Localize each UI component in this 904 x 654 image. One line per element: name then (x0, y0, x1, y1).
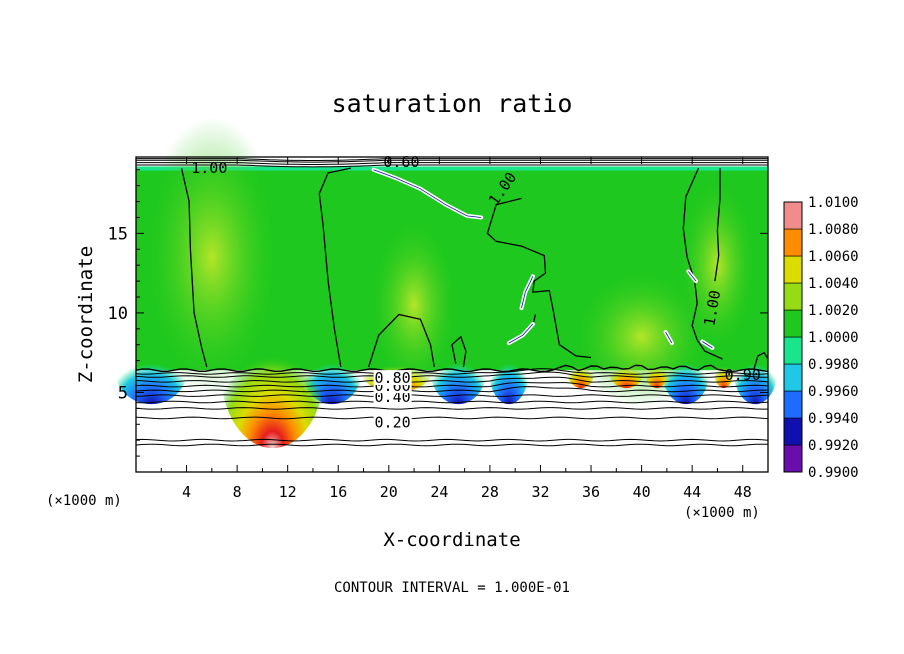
unsaturated-edge-4 (665, 331, 673, 344)
colorbar-label-5: 1.0000 (808, 330, 859, 346)
colorbar-label-2: 0.9940 (808, 411, 859, 427)
x-tick-label-1: 8 (233, 483, 242, 501)
colorbar-label-1: 0.9920 (808, 438, 859, 454)
contour-stable-7 (135, 381, 769, 388)
colorbar-box-6 (783, 282, 803, 311)
contour-stable-10 (135, 368, 769, 375)
chart-title: saturation ratio (332, 89, 573, 118)
contour-top-1 (136, 162, 768, 165)
unsaturated-edge-1 (521, 276, 534, 309)
x-tick-label-3: 16 (329, 483, 347, 501)
warm-cell-2 (644, 352, 669, 389)
contour-label-4: 1.00 (191, 159, 227, 177)
x-unit-left: (×1000 m) (46, 493, 122, 509)
cold-patch-4 (661, 336, 710, 405)
colorbar-label-3: 0.9960 (808, 384, 859, 400)
colorbar-box-1 (783, 417, 803, 446)
unsaturated-edge-0 (373, 169, 482, 218)
y-tick-label-0: 5 (118, 383, 128, 403)
unsaturated-edge-2 (508, 323, 534, 344)
y-tick-label-2: 15 (108, 224, 128, 244)
contour-label-8: 0.90 (725, 366, 761, 384)
colorbar-label-10: 1.0100 (808, 195, 859, 211)
contour-label-3: 0.80 (375, 369, 411, 387)
colorbar-box-8 (783, 228, 803, 257)
colorbar-frame (783, 201, 803, 473)
colorbar-label-8: 1.0060 (808, 249, 859, 265)
unsaturated-edge-3 (688, 271, 697, 282)
x-tick-label-11: 48 (734, 483, 752, 501)
colorbar-box-4 (783, 336, 803, 365)
colorbar-label-4: 0.9980 (808, 357, 859, 373)
contour-100-5 (682, 167, 723, 360)
contour-stable-6 (135, 386, 768, 393)
contour-labels: 0.200.400.600.801.00 0.601.001.000.90 (191, 153, 761, 432)
contour-stable-8 (135, 376, 769, 383)
contour-stable-5 (135, 394, 769, 397)
x-tick-label-10: 44 (683, 483, 701, 501)
x-tick-label-4: 20 (380, 483, 398, 501)
contour-stable-3 (135, 407, 768, 410)
contour-100-3 (451, 335, 467, 368)
contour-top-2 (136, 159, 768, 163)
x-tick-label-0: 4 (182, 483, 191, 501)
warm-cell-1 (608, 352, 645, 389)
contour-surface (135, 364, 769, 373)
contour-label-bg-0 (373, 414, 412, 430)
colorbar-box-3 (783, 363, 803, 392)
colorbar-box-2 (783, 390, 803, 419)
contour-100-4 (486, 197, 592, 359)
x-tick-label-6: 28 (481, 483, 499, 501)
colorbar-label-6: 1.0020 (808, 303, 859, 319)
colorbar-box-0 (783, 444, 803, 473)
x-unit-right: (×1000 m) (684, 505, 760, 521)
colorbar-label-9: 1.0080 (808, 222, 859, 238)
contour-lines (135, 158, 769, 447)
colorbar-box-9 (783, 201, 803, 230)
warm-plume-main (220, 292, 325, 449)
y-axis: 5 10 15 (108, 169, 768, 457)
x-axis: 4 8 12 16 20 24 28 32 36 40 44 48 (160, 157, 752, 501)
contour-stable-4 (135, 400, 769, 404)
x-axis-label: X-coordinate (383, 529, 520, 551)
colorbar-label-0: 0.9900 (808, 465, 859, 481)
contour-top-3 (136, 158, 768, 161)
contour-label-7: 1.00 (700, 289, 724, 328)
contour-interval-note: CONTOUR INTERVAL = 1.000E-01 (334, 580, 570, 596)
y-axis-label: Z-coordinate (75, 246, 97, 383)
contour-stable-9 (135, 371, 768, 378)
contour-label-bg-3 (373, 370, 412, 386)
colorbar-box-5 (783, 309, 803, 338)
cold-patch-5 (733, 336, 778, 405)
y-tick-label-1: 10 (108, 304, 128, 324)
contour-stable-0 (135, 443, 769, 447)
contour-label-0: 0.20 (375, 414, 411, 432)
x-tick-label-2: 12 (279, 483, 297, 501)
contour-100-1 (318, 167, 352, 368)
x-tick-label-9: 40 (633, 483, 651, 501)
contour-stable-2 (135, 416, 769, 420)
x-tick-label-8: 36 (582, 483, 600, 501)
contour-stable-1 (135, 438, 769, 442)
colorbar-box-7 (783, 255, 803, 284)
contour-top-0 (136, 164, 768, 168)
plot-frame (135, 156, 769, 473)
contour-100-6 (714, 168, 721, 282)
colorbar-label-7: 1.0040 (808, 276, 859, 292)
x-tick-label-7: 32 (531, 483, 549, 501)
x-tick-label-5: 24 (430, 483, 448, 501)
unsaturated-edge-5 (702, 341, 713, 349)
contour-100-2 (367, 313, 435, 368)
contour-100-0 (180, 167, 208, 368)
colorbar: 0.9900 0.9920 0.9940 0.9960 0.9980 1.0000 1.00… (783, 195, 859, 481)
field-top-band (136, 166, 768, 171)
contour-100-7 (753, 351, 769, 369)
